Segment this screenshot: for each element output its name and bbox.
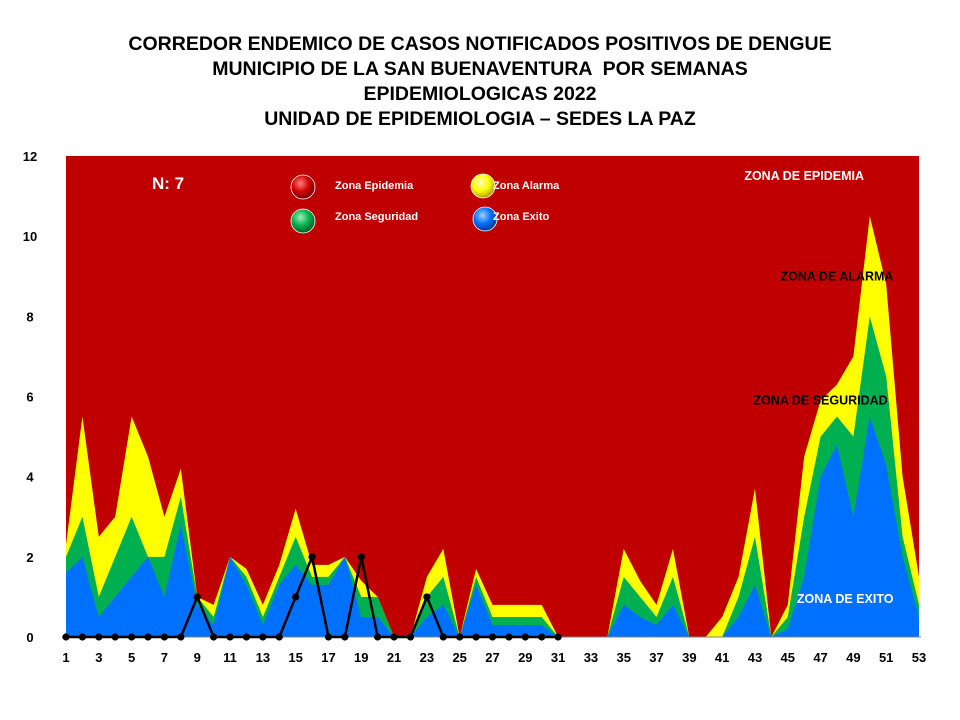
- cases-point: [374, 633, 382, 641]
- x-tick-label: 43: [748, 650, 762, 665]
- y-tick-label: 6: [26, 390, 33, 405]
- x-tick-label: 9: [194, 650, 201, 665]
- y-tick-label: 10: [23, 229, 37, 244]
- x-tick-label: 3: [95, 650, 102, 665]
- legend-label-zona-seguridad: Zona Seguridad: [335, 211, 418, 223]
- cases-point: [521, 633, 529, 641]
- x-tick-label: 31: [551, 650, 565, 665]
- legend-label-zona-exito: Zona Exito: [493, 211, 550, 223]
- zone-label: ZONA DE SEGURIDAD: [753, 394, 887, 408]
- cases-point: [128, 633, 136, 641]
- x-tick-label: 15: [288, 650, 302, 665]
- title-line-2: MUNICIPIO DE LA SAN BUENAVENTURA POR SEM…: [212, 58, 748, 80]
- y-tick-label: 12: [23, 149, 37, 164]
- x-tick-label: 33: [584, 650, 598, 665]
- cases-point: [275, 633, 283, 641]
- cases-point: [177, 633, 185, 641]
- x-tick-label: 45: [781, 650, 795, 665]
- cases-point: [505, 633, 513, 641]
- zone-label: ZONA DE ALARMA: [781, 269, 894, 283]
- cases-point: [226, 633, 234, 641]
- x-tick-label: 21: [387, 650, 401, 665]
- title-line-3: EPIDEMIOLOGICAS 2022: [363, 83, 597, 105]
- x-tick-label: 1: [62, 650, 69, 665]
- cases-point: [488, 633, 497, 641]
- y-tick-label: 0: [26, 630, 33, 645]
- x-tick-label: 39: [682, 650, 696, 665]
- zone-label: ZONA DE EPIDEMIA: [744, 169, 864, 183]
- zone-annotations: N: 7 ZONA DE EPIDEMIA ZONA DE ALARMA ZONA D…: [152, 169, 894, 606]
- legend-marker-zona-alarma: [470, 173, 496, 199]
- cases-point: [554, 633, 562, 641]
- cases-point: [160, 633, 169, 641]
- x-tick-label: 7: [161, 650, 168, 665]
- x-tick-label: 35: [616, 650, 630, 665]
- cases-point: [456, 633, 464, 641]
- cases-point: [538, 633, 546, 641]
- cases-point: [78, 633, 87, 641]
- cases-point: [406, 633, 415, 641]
- cases-point: [390, 633, 398, 641]
- y-tick-label: 8: [26, 309, 33, 324]
- cases-point: [324, 633, 333, 641]
- cases-point: [111, 633, 119, 641]
- x-tick-label: 37: [649, 650, 663, 665]
- cases-point: [210, 633, 218, 641]
- x-tick-label: 17: [321, 650, 335, 665]
- y-tick-label: 2: [26, 550, 33, 565]
- legend-marker-zona-seguridad: [290, 208, 316, 234]
- area-zona-epidemia: [66, 156, 919, 637]
- x-tick-label: 25: [452, 650, 466, 665]
- cases-point: [144, 633, 152, 641]
- area-zona-exito: [66, 416, 919, 637]
- chart-title: CORREDOR ENDEMICO DE CASOS NOTIFICADOS P…: [0, 32, 960, 132]
- x-tick-label: 53: [912, 650, 926, 665]
- legend-label-zona-epidemia: Zona Epidemia: [335, 180, 414, 192]
- x-tick-label: 29: [518, 650, 532, 665]
- cases-point: [242, 633, 251, 641]
- x-tick-label: 19: [354, 650, 368, 665]
- x-tick-label: 41: [715, 650, 729, 665]
- cases-point: [341, 633, 349, 641]
- legend-marker-zona-epidemia: [290, 174, 316, 200]
- x-tick-label: 47: [813, 650, 827, 665]
- zone-label: ZONA DE EXITO: [797, 592, 894, 606]
- x-tick-label: 51: [879, 650, 893, 665]
- cases-series: [62, 553, 562, 641]
- cases-point: [62, 633, 70, 641]
- title-line-1: CORREDOR ENDEMICO DE CASOS NOTIFICADOS P…: [128, 33, 832, 55]
- cases-point: [357, 553, 365, 561]
- cases-point: [308, 553, 316, 561]
- cases-point: [95, 633, 103, 641]
- x-tick-label: 11: [223, 650, 237, 665]
- cases-point: [259, 633, 267, 641]
- n-count-label: N: 7: [152, 174, 184, 193]
- legend-label-zona-alarma: Zona Alarma: [493, 180, 560, 192]
- x-tick-label: 23: [420, 650, 434, 665]
- cases-point: [423, 593, 431, 601]
- cases-point: [472, 633, 480, 641]
- x-tick-label: 49: [846, 650, 860, 665]
- x-tick-label: 27: [485, 650, 499, 665]
- zone-areas: [66, 156, 919, 637]
- x-tick-label: 13: [256, 650, 270, 665]
- legend-marker-zona-exito: [472, 206, 498, 232]
- cases-point: [193, 593, 201, 601]
- cases-point: [439, 633, 447, 641]
- x-tick-label: 5: [128, 650, 135, 665]
- legend: Zona Epidemia Zona Alarma Zona Seguridad Zo…: [290, 173, 560, 234]
- y-tick-label: 4: [26, 470, 34, 485]
- cases-point: [292, 593, 300, 601]
- title-line-4: UNIDAD DE EPIDEMIOLOGIA – SEDES LA PAZ: [264, 108, 696, 130]
